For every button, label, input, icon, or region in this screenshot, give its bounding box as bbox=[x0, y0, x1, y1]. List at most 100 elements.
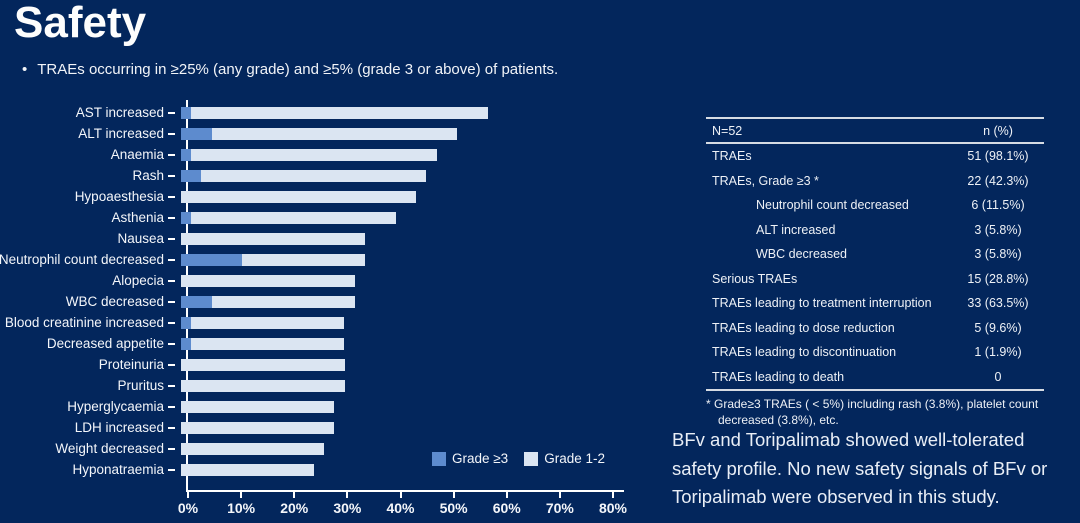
category-label-text: Blood creatinine increased bbox=[4, 315, 164, 330]
category-label: Neutrophil count decreased bbox=[0, 252, 175, 267]
x-axis-line bbox=[186, 490, 624, 492]
category-label: Hyperglycaemia bbox=[0, 399, 175, 414]
category-label-text: Anaemia bbox=[110, 147, 164, 162]
y-axis-tick bbox=[168, 447, 175, 450]
bar-segment-grade12 bbox=[181, 232, 365, 245]
chart-row: Alopecia bbox=[0, 270, 660, 291]
x-tick-mark bbox=[612, 492, 614, 498]
y-axis-tick bbox=[168, 300, 175, 303]
chart-rows: AST increased ALT increased Anaemia Rash Hyp… bbox=[0, 102, 660, 480]
bar-track bbox=[181, 211, 606, 224]
table-header-npct: n (%) bbox=[983, 123, 1013, 138]
table-row-value: 0 bbox=[994, 369, 1002, 384]
category-label: WBC decreased bbox=[0, 294, 175, 309]
traes-bar-chart: AST increased ALT increased Anaemia Rash Hyp… bbox=[0, 96, 660, 523]
legend-swatch bbox=[524, 451, 539, 466]
category-label-text: Hypoaesthesia bbox=[74, 189, 164, 204]
chart-row: Neutrophil count decreased bbox=[0, 249, 660, 270]
bar-track bbox=[181, 148, 606, 161]
category-label-text: Weight decreased bbox=[55, 441, 164, 456]
category-label-text: Proteinuria bbox=[98, 357, 164, 372]
category-label-text: Hyponatraemia bbox=[72, 462, 164, 477]
x-tick-label: 50% bbox=[439, 500, 468, 516]
table-footnote: * Grade≥3 TRAEs ( < 5%) including rash (… bbox=[706, 397, 1039, 427]
y-axis-tick bbox=[168, 132, 175, 135]
category-label-text: Neutrophil count decreased bbox=[0, 252, 164, 267]
chart-legend: Grade ≥3 Grade 1-2 bbox=[432, 451, 605, 466]
y-axis-tick bbox=[168, 426, 175, 429]
bar-track bbox=[181, 190, 606, 203]
x-tick-mark bbox=[293, 492, 296, 498]
legend-swatch bbox=[432, 451, 446, 466]
y-axis-tick bbox=[168, 384, 175, 387]
table-row-value: 3 (5.8%) bbox=[974, 247, 1022, 262]
bar-track bbox=[181, 463, 606, 476]
x-tick-mark bbox=[505, 492, 508, 498]
table-row-label: TRAEs leading to dose reduction bbox=[712, 320, 895, 335]
bar-segment-grade12 bbox=[191, 316, 345, 329]
bar-segment-grade3 bbox=[181, 253, 243, 266]
chart-row: ALT increased bbox=[0, 123, 660, 144]
chart-row: LDH increased bbox=[0, 417, 660, 438]
bar-segment-grade12 bbox=[191, 106, 488, 119]
table-row-value: 33 (63.5%) bbox=[967, 296, 1029, 311]
x-tick-mark bbox=[399, 492, 402, 498]
chart-row: WBC decreased bbox=[0, 291, 660, 312]
table-header-row: N=52 n (%) bbox=[706, 117, 1044, 144]
table-row: TRAEs, Grade ≥3 * 22 (42.3%) bbox=[706, 169, 1044, 194]
table-row: TRAEs leading to discontinuation 1 (1.9%) bbox=[706, 340, 1044, 365]
chart-row: Rash bbox=[0, 165, 660, 186]
table-row: ALT increased 3 (5.8%) bbox=[706, 218, 1044, 243]
table-row: WBC decreased 3 (5.8%) bbox=[706, 242, 1044, 267]
bar-track bbox=[181, 274, 606, 287]
chart-row: Hyponatraemia bbox=[0, 459, 660, 480]
bar-segment-grade12 bbox=[181, 274, 355, 287]
table-row: TRAEs leading to treatment interruption 3… bbox=[706, 291, 1044, 316]
bar-segment-grade3 bbox=[181, 127, 212, 140]
category-label: Hypoaesthesia bbox=[0, 189, 175, 204]
bar-segment-grade3 bbox=[181, 169, 202, 182]
bar-track bbox=[181, 421, 606, 434]
bar-segment-grade12 bbox=[181, 379, 345, 392]
legend-label: Grade ≥3 bbox=[452, 451, 509, 466]
category-label-text: Hyperglycaemia bbox=[67, 399, 164, 414]
bar-segment-grade12 bbox=[191, 211, 396, 224]
traes-table: N=52 n (%) TRAEs 51 (98.1%) TRAEs, Grade ≥… bbox=[706, 117, 1044, 428]
category-label-text: ALT increased bbox=[78, 126, 164, 141]
bar-segment-grade3 bbox=[181, 148, 192, 161]
chart-row: Weight decreased bbox=[0, 438, 660, 459]
chart-row: Decreased appetite bbox=[0, 333, 660, 354]
bar-track bbox=[181, 379, 606, 392]
table-row: Serious TRAEs 15 (28.8%) bbox=[706, 267, 1044, 292]
category-label-text: Pruritus bbox=[117, 378, 164, 393]
category-label: Anaemia bbox=[0, 147, 175, 162]
bar-track bbox=[181, 442, 606, 455]
bar-segment-grade12 bbox=[181, 190, 416, 203]
bar-segment-grade12 bbox=[181, 442, 324, 455]
category-label: Blood creatinine increased bbox=[0, 315, 175, 330]
bar-segment-grade3 bbox=[181, 106, 192, 119]
category-label-text: WBC decreased bbox=[65, 294, 164, 309]
table-row-label: Serious TRAEs bbox=[712, 271, 798, 286]
category-label: Alopecia bbox=[0, 273, 175, 288]
bar-track bbox=[181, 169, 606, 182]
table-row-value: 6 (11.5%) bbox=[971, 198, 1025, 213]
x-tick-label: 40% bbox=[386, 500, 415, 516]
bullet-marker: • bbox=[22, 61, 28, 78]
category-label-text: Nausea bbox=[117, 231, 164, 246]
x-tick-label: 80% bbox=[598, 500, 628, 516]
category-label: Asthenia bbox=[0, 210, 175, 225]
table-row-value: 51 (98.1%) bbox=[967, 149, 1029, 164]
x-tick-label: 30% bbox=[333, 500, 362, 516]
x-axis-ticks: 0% 10% 20% 30% 40% 50% 60% 70% 80% bbox=[178, 492, 627, 518]
category-label-text: LDH increased bbox=[74, 420, 164, 435]
y-axis-tick bbox=[168, 468, 175, 471]
category-label: AST increased bbox=[0, 105, 175, 120]
bar-track bbox=[181, 400, 606, 413]
table-row-value: 1 (1.9%) bbox=[974, 345, 1022, 360]
table-body: TRAEs 51 (98.1%) TRAEs, Grade ≥3 * 22 (42.3… bbox=[706, 144, 1044, 391]
bar-segment-grade3 bbox=[181, 211, 192, 224]
table-row-label: Neutrophil count decreased bbox=[756, 198, 909, 213]
category-label: Hyponatraemia bbox=[0, 462, 175, 477]
